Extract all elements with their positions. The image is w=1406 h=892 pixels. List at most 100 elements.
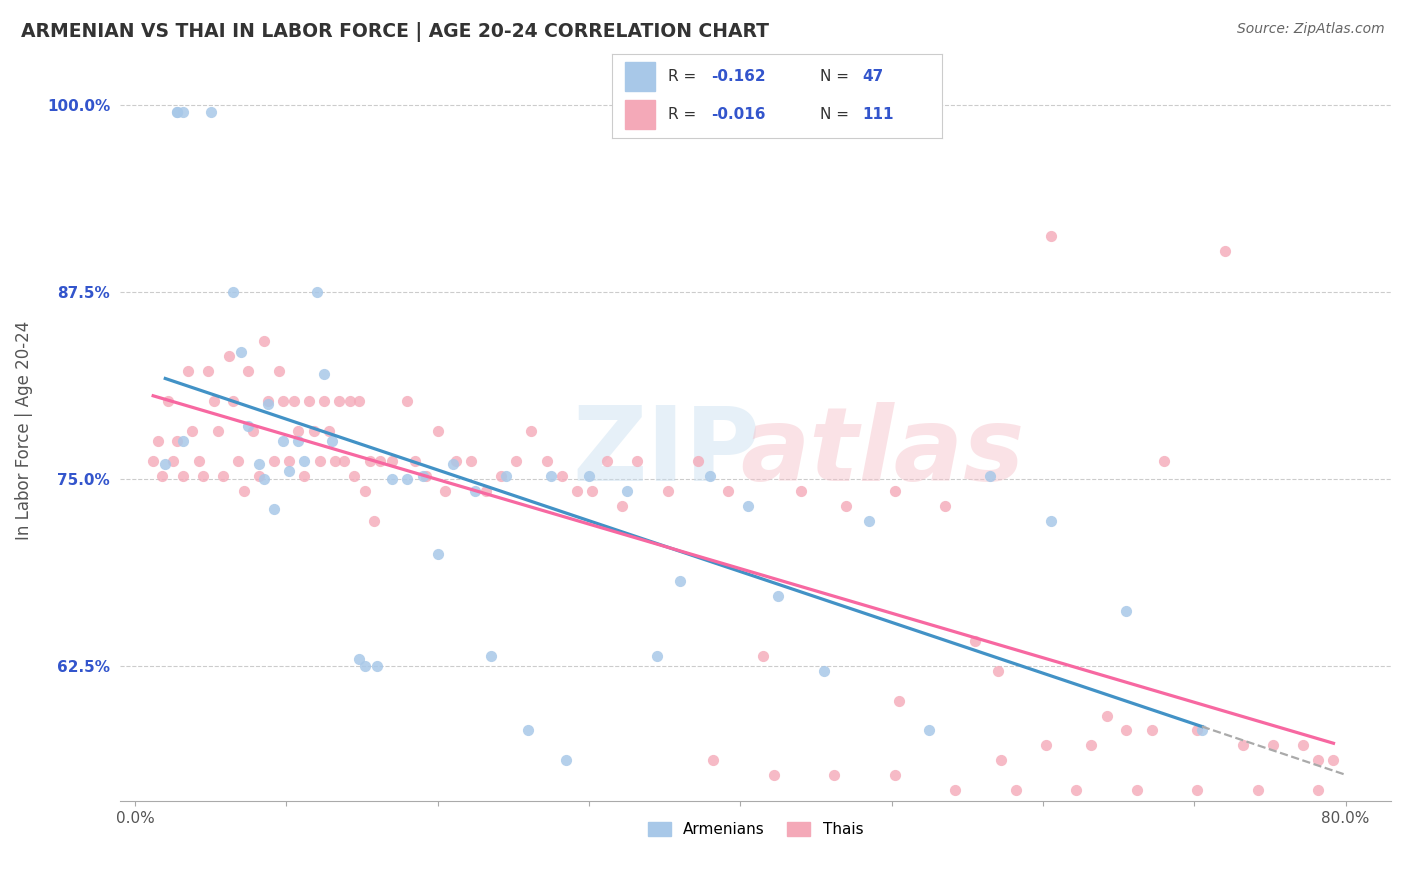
Point — [505, 454, 527, 468]
Point — [883, 768, 905, 782]
Point — [263, 454, 285, 468]
Point — [354, 659, 377, 673]
Point — [267, 364, 290, 378]
Text: -0.162: -0.162 — [710, 69, 765, 84]
Point — [990, 754, 1012, 768]
Point — [323, 454, 346, 468]
Point — [1308, 754, 1330, 768]
Point — [555, 754, 578, 768]
Point — [242, 424, 264, 438]
Point — [520, 424, 543, 438]
Point — [441, 457, 464, 471]
Point — [177, 364, 200, 378]
Point — [150, 469, 173, 483]
Point — [172, 434, 194, 449]
Point — [1095, 708, 1118, 723]
Point — [1064, 783, 1087, 797]
Point — [368, 454, 391, 468]
Point — [271, 394, 294, 409]
Point — [412, 469, 434, 483]
Point — [381, 454, 404, 468]
Point — [396, 472, 419, 486]
Point — [1187, 783, 1209, 797]
Point — [1153, 454, 1175, 468]
Point — [581, 483, 603, 498]
Point — [287, 424, 309, 438]
Point — [702, 754, 724, 768]
Point — [934, 499, 956, 513]
Point — [434, 483, 457, 498]
Point — [155, 457, 177, 471]
Point — [202, 394, 225, 409]
Point — [1322, 754, 1344, 768]
Point — [172, 105, 194, 120]
Text: Source: ZipAtlas.com: Source: ZipAtlas.com — [1237, 22, 1385, 37]
Point — [257, 397, 280, 411]
Point — [200, 105, 222, 120]
Point — [1308, 783, 1330, 797]
Point — [233, 483, 256, 498]
Text: N =: N = — [820, 107, 853, 122]
Point — [1140, 723, 1163, 738]
Point — [1292, 739, 1315, 753]
Point — [271, 434, 294, 449]
Point — [1261, 739, 1284, 753]
Point — [426, 547, 449, 561]
Point — [565, 483, 588, 498]
Point — [1039, 514, 1062, 528]
Point — [305, 285, 328, 299]
Point — [752, 648, 775, 663]
Point — [347, 651, 370, 665]
Point — [668, 574, 690, 588]
Point — [517, 723, 540, 738]
Point — [211, 469, 233, 483]
Point — [187, 454, 209, 468]
Point — [1191, 723, 1213, 738]
Point — [963, 633, 986, 648]
Point — [191, 469, 214, 483]
Point — [207, 424, 229, 438]
Point — [363, 514, 385, 528]
Text: R =: R = — [668, 107, 702, 122]
Legend: Armenians, Thais: Armenians, Thais — [640, 814, 870, 845]
Point — [475, 483, 498, 498]
Text: R =: R = — [668, 69, 702, 84]
Point — [596, 454, 619, 468]
Point — [464, 483, 486, 498]
Point — [790, 483, 813, 498]
Point — [717, 483, 740, 498]
Point — [333, 454, 356, 468]
Point — [166, 105, 188, 120]
Point — [229, 344, 252, 359]
Point — [1039, 229, 1062, 244]
Point — [314, 367, 336, 381]
Point — [699, 469, 721, 483]
Point — [146, 434, 169, 449]
Point — [626, 454, 648, 468]
Point — [426, 424, 449, 438]
Text: 111: 111 — [863, 107, 894, 122]
Point — [396, 394, 419, 409]
Point — [415, 469, 437, 483]
Point — [686, 454, 709, 468]
Point — [257, 394, 280, 409]
Point — [343, 469, 366, 483]
Point — [762, 768, 785, 782]
Point — [347, 394, 370, 409]
Point — [489, 469, 512, 483]
Point — [381, 472, 404, 486]
Point — [181, 424, 204, 438]
Point — [918, 723, 941, 738]
Point — [294, 454, 316, 468]
Point — [479, 648, 502, 663]
Point — [354, 483, 377, 498]
Point — [308, 454, 330, 468]
Point — [986, 664, 1008, 678]
Point — [321, 434, 343, 449]
Point — [1187, 723, 1209, 738]
Text: ARMENIAN VS THAI IN LABOR FORCE | AGE 20-24 CORRELATION CHART: ARMENIAN VS THAI IN LABOR FORCE | AGE 20… — [21, 22, 769, 42]
Point — [314, 394, 336, 409]
Point — [157, 394, 180, 409]
Point — [823, 768, 845, 782]
Point — [359, 454, 381, 468]
